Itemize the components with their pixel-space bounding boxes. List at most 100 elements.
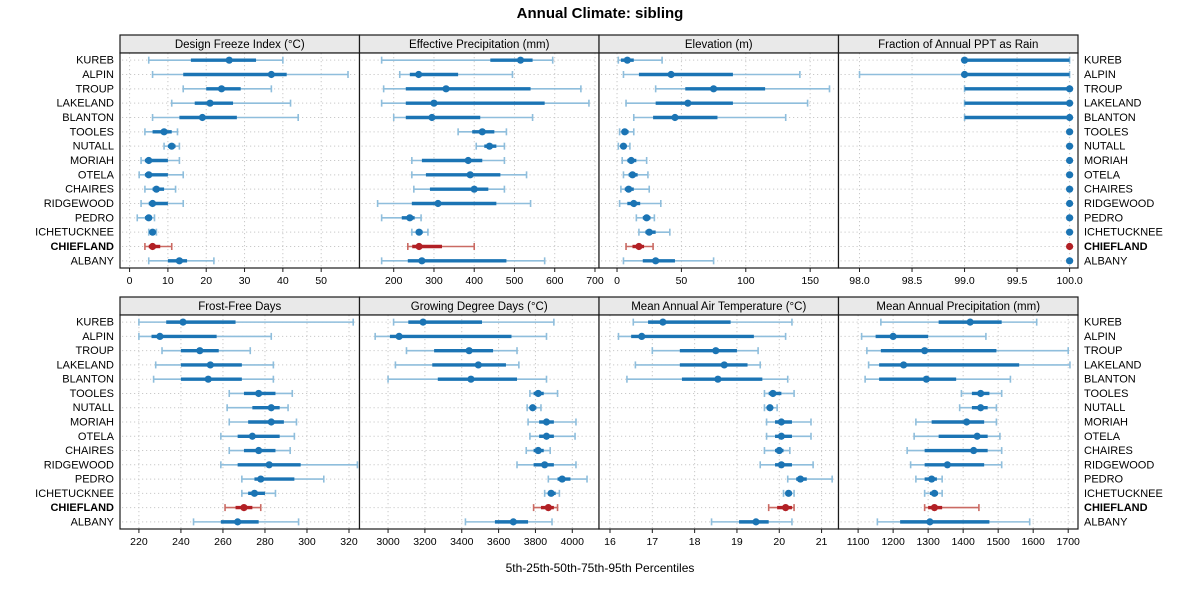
median-dot [478,128,486,136]
median-dot [796,475,805,483]
median-dot [175,257,183,265]
median-dot [889,332,897,340]
axis-tick-label: 600 [546,275,564,287]
axis-tick-label: 1600 [1022,536,1046,548]
series-blanton [632,113,787,122]
series-lakeland [625,99,809,107]
station-labels-group: KUREB KUREB ALPIN ALPIN TROUP TROUP LAKELAND LA… [35,55,1163,529]
series-otela [220,432,296,440]
series-troup [405,347,518,355]
axis-tick-label: 98.0 [849,275,870,287]
axis-tick-label: 40 [277,275,289,287]
axis-tick-label: 3800 [524,536,548,548]
median-dot [464,156,472,165]
median-dot [534,446,542,455]
series-ichetucknee [543,489,561,497]
axis-tick-label: 10 [162,275,174,287]
series-alpin [138,332,273,340]
median-dot [930,504,939,512]
median-dot [977,404,985,412]
station-label-right-tooles: TOOLES [1084,388,1128,400]
median-dot [782,504,790,512]
station-label-left-alpin: ALPIN [82,69,114,81]
station-label-left-otela: OTELA [78,431,115,443]
station-label-right-albany: ALBANY [1084,255,1128,267]
median-dot [542,418,551,426]
series-pedro [241,475,325,483]
series-kureb [138,318,354,326]
series-troup [182,85,273,93]
series-alpin [622,70,801,79]
median-dot [406,214,414,222]
series-ichetucknee [241,489,277,497]
axis-tick-label: 3400 [450,536,474,548]
series-pedro [136,214,156,222]
axis-tick-label: 4000 [561,536,585,548]
axis-tick-label: 16 [604,536,616,548]
median-dot [684,99,692,107]
station-label-left-tooles: TOOLES [70,388,114,400]
median-dot [659,318,667,326]
panel-effective-precipitation-mm: Effective Precipitation (mm) 200 300 400 500… [358,34,604,287]
series-nutall [475,142,506,150]
median-dot [777,418,785,426]
median-dot [415,242,423,251]
series-lakeland [634,361,762,369]
axis-tick-label: 300 [298,536,316,548]
series-chaires [763,446,791,455]
station-label-left-tooles: TOOLES [70,126,114,138]
series-kureb [392,318,555,326]
median-dot [145,214,153,222]
median-dot [1065,228,1074,236]
series-moriah [228,418,298,426]
median-dot [960,70,969,79]
series-otela [765,432,812,440]
station-label-left-nutall: NUTALL [73,402,114,414]
series-troup [963,85,1074,93]
panel-design-freeze-index-c: Design Freeze Index (°C) 0 10 20 30 40 50 [119,34,361,287]
median-dot [1065,171,1074,179]
median-dot [766,404,774,412]
axis-tick-label: 1500 [986,536,1010,548]
station-label-left-chiefland: CHIEFLAND [50,502,114,514]
median-dot [267,70,275,79]
station-label-right-lakeland: LAKELAND [1084,359,1142,371]
series-lakeland [963,99,1074,107]
axis-tick-label: 1300 [916,536,940,548]
series-kureb [632,318,793,326]
series-moriah [1065,156,1074,165]
median-dot [544,504,552,512]
median-dot [442,85,450,93]
station-label-left-moriah: MORIAH [70,417,114,429]
axis-tick-label: 99.5 [1007,275,1028,287]
series-troup [654,85,831,93]
median-dot [1065,156,1074,165]
series-kureb [380,56,554,64]
station-label-left-blanton: BLANTON [62,374,114,386]
median-dot [1065,99,1074,107]
median-dot [534,389,542,398]
median-dot [628,171,637,179]
station-label-right-albany: ALBANY [1084,516,1128,528]
axis-tick-label: 320 [340,536,358,548]
median-dot [265,461,273,469]
median-dot [196,347,204,355]
panel-title: Effective Precipitation (mm) [409,39,550,51]
series-ichetucknee [638,228,671,236]
axis-tick-label: 100 [737,275,755,287]
station-label-left-albany: ALBANY [71,516,115,528]
panel-mean-annual-air-temperature-c: Mean Annual Air Temperature (°C) 16 17 18 19… [598,296,840,548]
axis-tick-label: 700 [586,275,604,287]
axis-tick-label: 18 [689,536,701,548]
panel-title: Elevation (m) [685,39,753,51]
series-ridgewood [220,461,359,469]
median-dot [148,199,157,208]
series-moriah [621,156,648,165]
median-dot [643,214,651,222]
panels-group: Design Freeze Index (°C) 0 10 20 30 40 50 Effec… [119,34,1083,548]
median-dot [430,99,438,107]
panel-mean-annual-precipitation-mm: Mean Annual Precipitation (mm) 1100 1200 13… [837,296,1080,548]
median-dot [255,446,263,455]
series-troup [866,347,1069,355]
